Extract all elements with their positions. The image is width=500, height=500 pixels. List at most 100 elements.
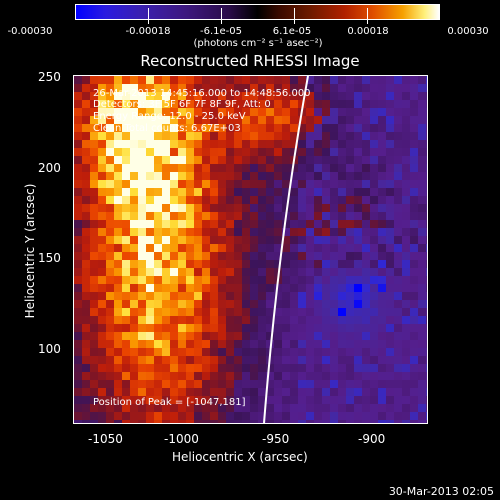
heatmap-cell <box>386 364 395 373</box>
heatmap-cell <box>130 284 139 293</box>
heatmap-cell <box>306 148 315 157</box>
heatmap-cell <box>298 212 307 221</box>
heatmap-cell <box>226 140 235 149</box>
heatmap-cell <box>394 180 403 189</box>
heatmap-cell <box>354 172 363 181</box>
heatmap-cell <box>290 292 299 301</box>
heatmap-cell <box>418 124 427 133</box>
heatmap-cell <box>282 292 291 301</box>
heatmap-cell <box>138 292 147 301</box>
heatmap-cell <box>138 236 147 245</box>
heatmap-cell <box>282 132 291 141</box>
heatmap-cell <box>98 332 107 341</box>
heatmap-cell <box>266 260 275 269</box>
heatmap-cell <box>290 260 299 269</box>
heatmap-cell <box>186 244 195 253</box>
heatmap-cell <box>274 148 283 157</box>
heatmap-cell <box>354 292 363 301</box>
heatmap-cell <box>130 412 139 421</box>
heatmap-cell <box>354 260 363 269</box>
heatmap-cell <box>410 124 419 133</box>
heatmap-cell <box>178 84 187 93</box>
heatmap-cell <box>210 124 219 133</box>
heatmap-cell <box>210 164 219 173</box>
heatmap-cell <box>410 356 419 365</box>
heatmap-cell <box>202 276 211 285</box>
heatmap-cell <box>90 116 99 125</box>
heatmap-cell <box>194 380 203 389</box>
heatmap-cell <box>274 100 283 109</box>
heatmap-cell <box>418 148 427 157</box>
heatmap-cell <box>74 108 83 117</box>
heatmap-cell <box>122 220 131 229</box>
heatmap-cell <box>90 196 99 205</box>
heatmap-cell <box>242 396 251 405</box>
heatmap-cell <box>410 316 419 325</box>
heatmap-cell <box>314 236 323 245</box>
heatmap-cell <box>210 404 219 413</box>
heatmap-cell <box>82 180 91 189</box>
heatmap-cell <box>338 348 347 357</box>
heatmap-cell <box>226 412 235 421</box>
heatmap-cell <box>346 372 355 381</box>
heatmap-cell <box>114 404 123 413</box>
heatmap-cell <box>74 260 83 269</box>
heatmap-cell <box>306 92 315 101</box>
heatmap-cell <box>266 124 275 133</box>
heatmap-cell <box>162 348 171 357</box>
heatmap-cell <box>410 172 419 181</box>
heatmap-cell <box>322 212 331 221</box>
heatmap-cell <box>194 76 203 85</box>
heatmap-cell <box>426 388 427 397</box>
heatmap-cell <box>194 252 203 261</box>
heatmap-cell <box>290 124 299 133</box>
heatmap-cell <box>418 140 427 149</box>
heatmap-cell <box>154 332 163 341</box>
heatmap-cell <box>122 180 131 189</box>
heatmap-cell <box>98 348 107 357</box>
heatmap-cell <box>290 372 299 381</box>
heatmap-cell <box>138 196 147 205</box>
heatmap-cell <box>122 164 131 173</box>
heatmap-cell <box>138 148 147 157</box>
heatmap-cell <box>226 108 235 117</box>
heatmap-cell <box>370 212 379 221</box>
heatmap-cell <box>338 244 347 253</box>
heatmap-cell <box>226 420 235 423</box>
heatmap-cell <box>362 164 371 173</box>
heatmap-cell <box>258 164 267 173</box>
colorbar-label-1: -0.00018 <box>125 26 171 37</box>
heatmap-cell <box>234 324 243 333</box>
heatmap-cell <box>210 412 219 421</box>
heatmap-cell <box>290 76 299 85</box>
heatmap-cell <box>130 132 139 141</box>
heatmap-cell <box>378 108 387 117</box>
heatmap-cell <box>90 300 99 309</box>
heatmap-cell <box>106 132 115 141</box>
heatmap-cell <box>346 148 355 157</box>
heatmap-cell <box>170 228 179 237</box>
heatmap-cell <box>82 372 91 381</box>
heatmap-cell <box>258 340 267 349</box>
heatmap-cell <box>178 196 187 205</box>
heatmap-cell <box>130 220 139 229</box>
heatmap-cell <box>258 420 267 423</box>
heatmap-cell <box>322 300 331 309</box>
heatmap-cell <box>218 212 227 221</box>
heatmap-cell <box>370 204 379 213</box>
heatmap-cell <box>354 396 363 405</box>
heatmap-cell <box>410 340 419 349</box>
heatmap-cell <box>330 148 339 157</box>
heatmap-cell <box>282 300 291 309</box>
heatmap-cell <box>290 252 299 261</box>
heatmap-cell <box>218 76 227 85</box>
heatmap-cell <box>426 124 427 133</box>
heatmap-cell <box>362 268 371 277</box>
heatmap-cell <box>362 324 371 333</box>
heatmap-cell <box>386 180 395 189</box>
heatmap-cell <box>274 340 283 349</box>
heatmap-cell <box>242 220 251 229</box>
heatmap-cell <box>82 388 91 397</box>
heatmap-cell <box>114 260 123 269</box>
heatmap-cell <box>394 76 403 85</box>
